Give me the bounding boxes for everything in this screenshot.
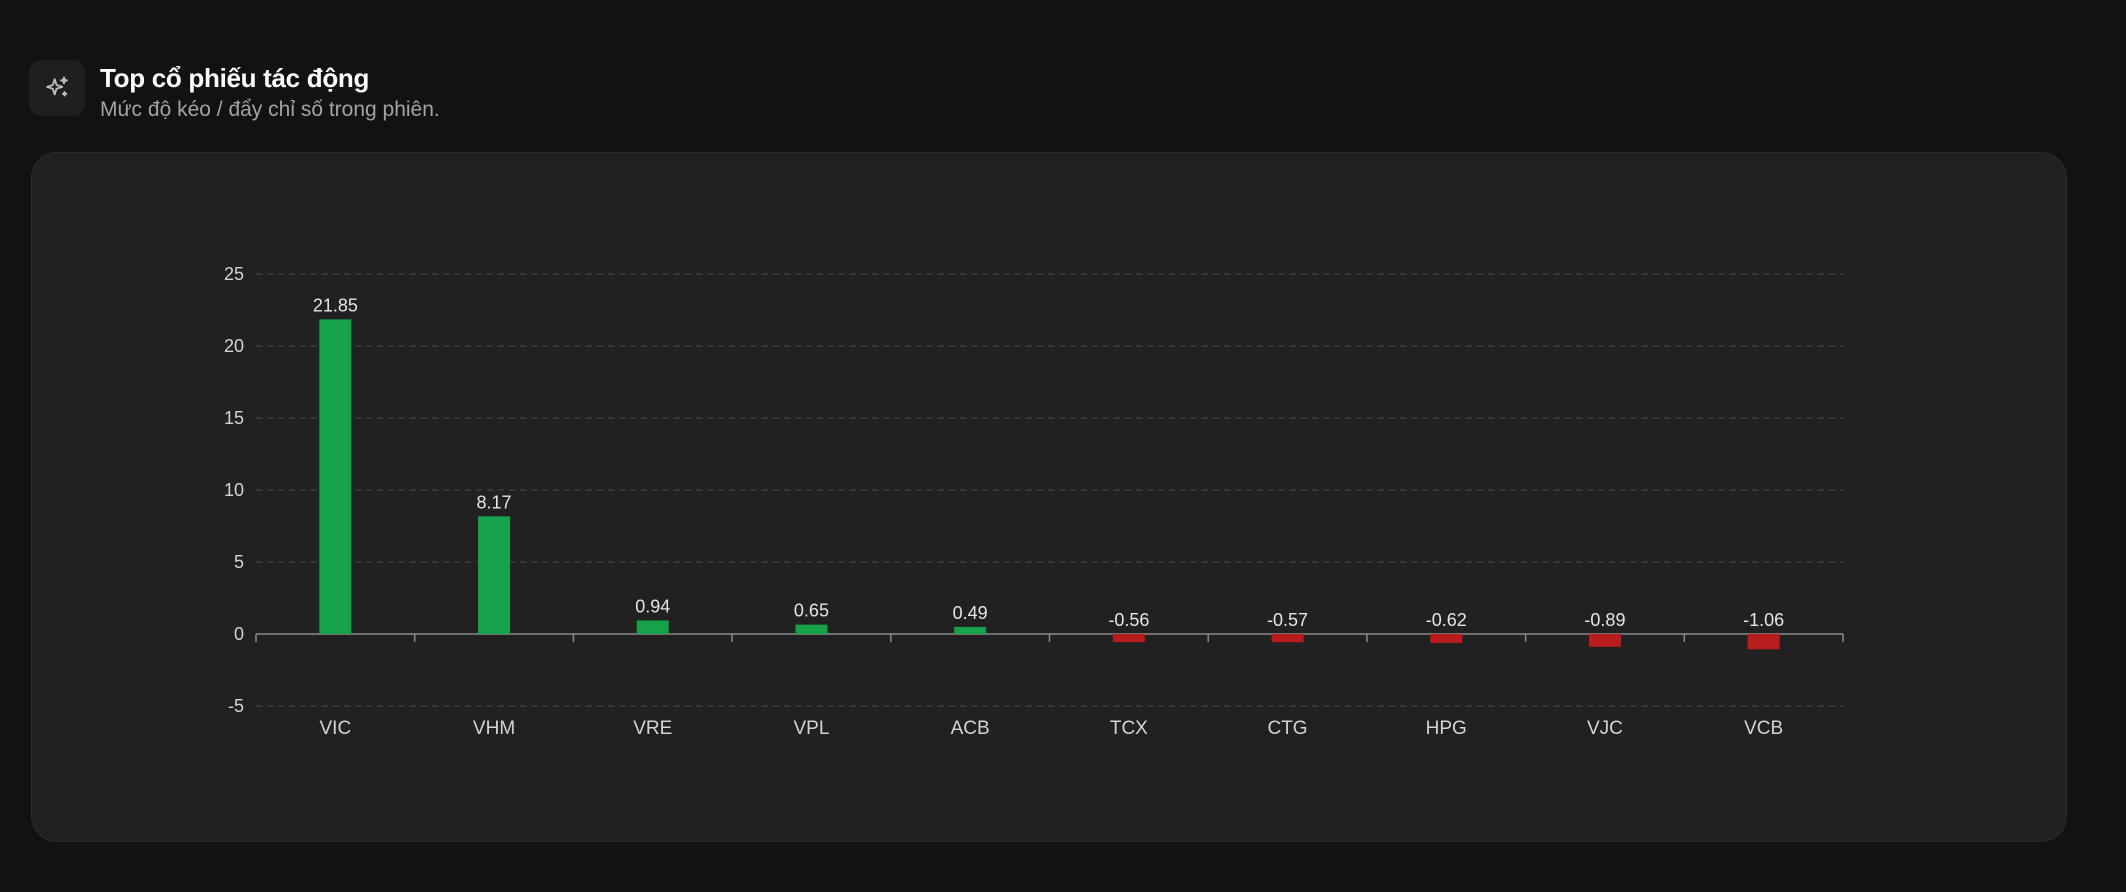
x-tick-label: CTG: [1267, 718, 1307, 739]
bar: [636, 620, 669, 634]
data-label: 21.85: [313, 295, 358, 315]
data-label: 0.49: [953, 603, 988, 623]
bar: [954, 626, 987, 634]
y-tick-label: 5: [234, 552, 244, 572]
y-tick-label: 20: [224, 336, 244, 356]
bar: [1430, 634, 1463, 643]
x-tick-label: HPG: [1426, 718, 1467, 739]
y-tick-label: -5: [228, 696, 244, 716]
bar: [319, 319, 352, 634]
sparkles-icon: [46, 76, 68, 97]
x-tick-label: VIC: [320, 718, 352, 739]
bar: [795, 624, 828, 634]
y-tick-label: 10: [224, 480, 244, 500]
bar: [478, 516, 511, 634]
x-tick-label: VJC: [1587, 718, 1623, 739]
y-tick-label: 15: [224, 408, 244, 428]
x-tick-label: VHM: [473, 718, 515, 739]
chart-title: Top cổ phiếu tác động: [100, 63, 370, 93]
chart-header: Top cổ phiếu tác động Mức độ kéo / đẩy c…: [29, 60, 440, 125]
y-tick-label: 0: [234, 624, 244, 644]
x-tick-label: TCX: [1110, 718, 1148, 739]
data-label: 0.94: [635, 596, 670, 616]
data-label: -0.89: [1584, 610, 1625, 630]
bar: [1747, 634, 1780, 650]
data-label: -0.56: [1108, 610, 1149, 630]
x-tick-label: ACB: [951, 718, 990, 739]
bar: [1588, 634, 1621, 647]
chart-subtitle: Mức độ kéo / đẩy chỉ số trong phiên.: [100, 98, 440, 121]
bar: [1112, 634, 1145, 643]
chart-card: -5 0 5 10 15 20 25 21.85 VIC 8.17 VHM 0.94 VRE 0.65 VP…: [31, 152, 2067, 842]
y-tick-label: 25: [224, 264, 244, 284]
x-tick-label: VCB: [1744, 718, 1783, 739]
bar: [1271, 634, 1304, 643]
data-label: -1.06: [1743, 610, 1784, 630]
data-label: -0.62: [1426, 610, 1467, 630]
data-label: -0.57: [1267, 610, 1308, 630]
x-tick-label: VPL: [793, 718, 829, 739]
bar-chart: -5 0 5 10 15 20 25 21.85 VIC 8.17 VHM 0.94 VRE 0.65 VP…: [224, 264, 1844, 739]
x-tick-label: VRE: [633, 718, 672, 739]
header-icon-box: [29, 60, 85, 116]
data-label: 8.17: [477, 492, 512, 512]
data-label: 0.65: [794, 601, 829, 621]
